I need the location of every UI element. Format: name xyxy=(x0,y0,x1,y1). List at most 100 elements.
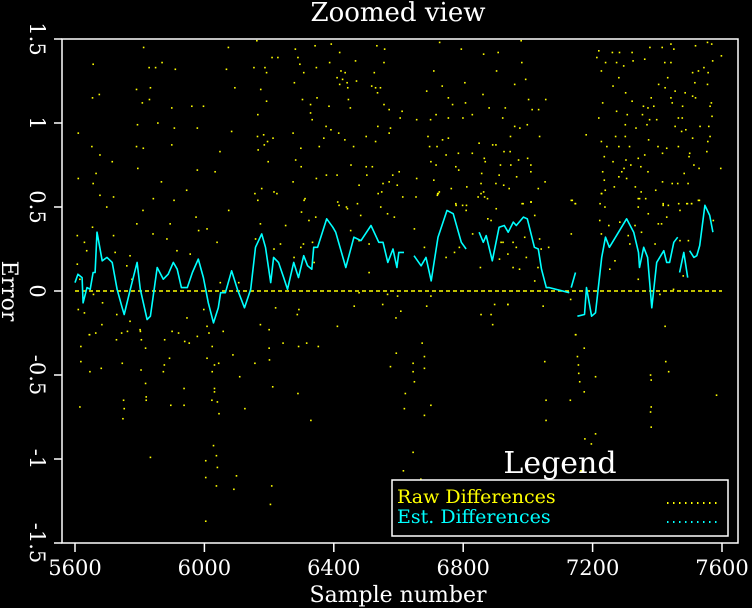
raw-difference-point xyxy=(227,46,230,49)
raw-difference-point xyxy=(402,470,405,472)
raw-difference-point xyxy=(650,426,653,428)
raw-difference-point xyxy=(303,199,305,202)
raw-difference-point xyxy=(412,451,414,454)
raw-difference-point xyxy=(455,165,457,168)
raw-difference-point xyxy=(308,219,310,222)
raw-difference-point xyxy=(603,155,606,158)
raw-difference-point xyxy=(685,128,687,131)
raw-difference-point xyxy=(415,177,418,180)
raw-difference-point xyxy=(667,204,670,207)
raw-difference-point xyxy=(269,503,272,506)
raw-difference-point xyxy=(625,177,628,180)
raw-difference-point xyxy=(637,278,640,281)
raw-difference-point xyxy=(211,345,214,348)
raw-difference-point xyxy=(650,379,653,381)
raw-difference-point xyxy=(136,223,138,225)
raw-difference-point xyxy=(282,342,284,344)
raw-difference-point xyxy=(425,90,428,92)
raw-difference-point xyxy=(412,370,414,373)
raw-difference-point xyxy=(601,170,604,173)
raw-difference-point xyxy=(268,347,270,349)
raw-difference-point xyxy=(480,313,482,316)
raw-difference-point xyxy=(358,291,360,294)
raw-difference-point xyxy=(637,197,640,200)
raw-difference-point xyxy=(300,147,302,150)
raw-difference-point xyxy=(301,98,304,101)
raw-difference-point xyxy=(691,71,694,74)
x-tick-label: 6800 xyxy=(436,556,489,580)
raw-difference-point xyxy=(423,414,426,417)
raw-difference-point xyxy=(373,71,376,74)
raw-difference-point xyxy=(302,243,305,245)
raw-difference-point xyxy=(423,367,426,370)
raw-difference-point xyxy=(400,310,402,313)
raw-difference-point xyxy=(259,223,262,225)
raw-difference-point xyxy=(542,305,544,307)
raw-difference-point xyxy=(578,380,581,383)
raw-difference-point xyxy=(222,330,225,333)
raw-difference-point xyxy=(664,86,666,89)
raw-difference-point xyxy=(395,317,397,319)
raw-difference-point xyxy=(366,174,368,176)
raw-difference-point xyxy=(570,233,573,235)
raw-difference-point xyxy=(624,135,627,138)
raw-difference-point xyxy=(112,234,115,237)
raw-difference-point xyxy=(389,365,392,368)
plot-marks xyxy=(74,39,723,533)
raw-difference-point xyxy=(508,187,510,190)
raw-difference-point xyxy=(149,456,152,459)
raw-difference-point xyxy=(83,241,86,244)
raw-difference-point xyxy=(625,159,627,161)
raw-difference-point xyxy=(694,97,697,99)
raw-difference-point xyxy=(430,404,432,407)
raw-difference-point xyxy=(640,231,643,234)
raw-difference-point xyxy=(340,70,342,72)
raw-difference-point xyxy=(215,454,218,457)
raw-difference-point xyxy=(274,307,277,309)
raw-difference-point xyxy=(480,192,482,195)
raw-difference-point xyxy=(368,271,370,274)
raw-difference-point xyxy=(710,43,713,45)
raw-difference-point xyxy=(583,347,586,349)
raw-difference-point xyxy=(215,485,218,487)
raw-difference-point xyxy=(644,197,647,200)
raw-difference-point xyxy=(537,187,540,190)
raw-difference-point xyxy=(709,135,711,138)
raw-difference-point xyxy=(699,125,701,128)
raw-difference-point xyxy=(256,39,258,42)
raw-difference-point xyxy=(598,219,601,222)
raw-difference-point xyxy=(300,211,303,213)
raw-difference-point xyxy=(91,97,94,99)
raw-difference-point xyxy=(183,404,185,407)
raw-difference-point xyxy=(183,387,185,390)
raw-difference-point xyxy=(186,317,188,319)
raw-difference-point xyxy=(445,256,447,259)
raw-difference-point xyxy=(99,194,101,197)
raw-difference-point xyxy=(484,160,487,163)
raw-difference-point xyxy=(256,135,259,138)
raw-difference-point xyxy=(441,85,444,87)
raw-difference-point xyxy=(421,342,423,344)
raw-difference-point xyxy=(330,128,332,131)
raw-difference-point xyxy=(423,246,426,249)
raw-difference-point xyxy=(294,159,297,161)
raw-difference-point xyxy=(544,98,547,101)
raw-difference-point xyxy=(618,51,621,54)
raw-difference-point xyxy=(338,83,341,86)
raw-difference-point xyxy=(77,177,80,180)
raw-difference-point xyxy=(206,228,208,230)
raw-difference-point xyxy=(657,145,659,148)
raw-difference-point xyxy=(166,238,168,240)
raw-difference-point xyxy=(157,122,159,124)
raw-difference-point xyxy=(688,152,691,155)
est-difference-line-segment xyxy=(678,251,689,278)
raw-difference-point xyxy=(115,338,118,341)
raw-difference-point xyxy=(453,251,456,254)
raw-difference-point xyxy=(244,407,246,410)
raw-difference-point xyxy=(136,123,139,126)
raw-difference-point xyxy=(614,135,617,138)
raw-difference-point xyxy=(665,216,668,218)
raw-difference-point xyxy=(189,253,192,255)
raw-difference-point xyxy=(195,216,197,218)
raw-difference-point xyxy=(346,207,349,210)
